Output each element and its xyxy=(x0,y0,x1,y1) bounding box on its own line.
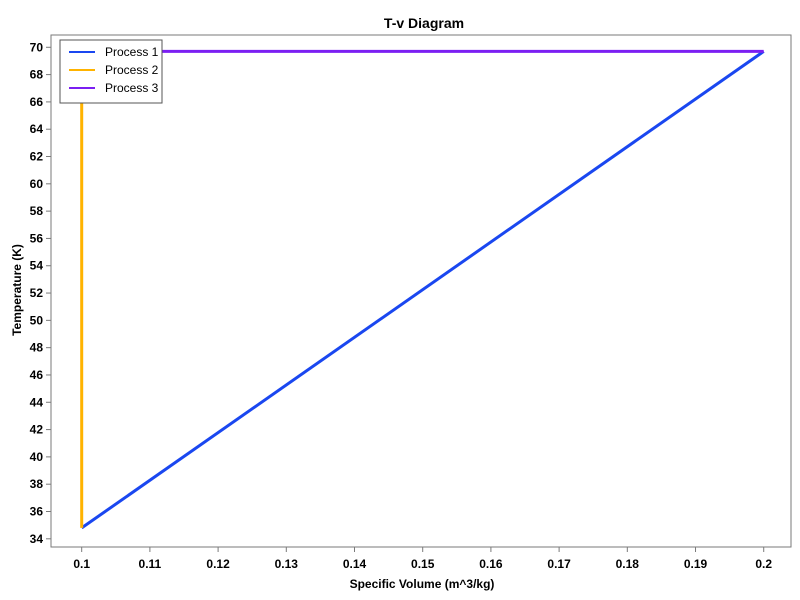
y-tick-label: 68 xyxy=(30,68,44,82)
x-tick-label: 0.17 xyxy=(547,557,571,571)
x-tick-label: 0.2 xyxy=(755,557,772,571)
x-tick-label: 0.14 xyxy=(343,557,367,571)
y-tick-label: 42 xyxy=(30,423,44,437)
y-tick-label: 66 xyxy=(30,95,44,109)
legend-box xyxy=(59,39,163,104)
y-tick-label: 38 xyxy=(30,477,44,491)
x-tick-label: 0.1 xyxy=(73,557,90,571)
y-tick-label: 62 xyxy=(30,150,44,164)
y-tick-label: 46 xyxy=(30,368,44,382)
y-tick-label: 48 xyxy=(30,341,44,355)
x-axis-ticks: 0.1 0.11 0.12 0.13 0.14 0.15 0.16 0.17 0.18 0.19 0… xyxy=(73,547,772,571)
legend-label: Process 2 xyxy=(105,63,159,77)
legend-label: Process 3 xyxy=(105,81,159,95)
y-tick-label: 60 xyxy=(30,177,44,191)
y-tick-label: 40 xyxy=(30,450,44,464)
y-tick-label: 58 xyxy=(30,204,44,218)
x-tick-label: 0.11 xyxy=(139,557,162,571)
x-tick-label: 0.18 xyxy=(616,557,640,571)
y-tick-label: 36 xyxy=(30,505,44,519)
chart-title: T-v Diagram xyxy=(384,15,464,31)
y-tick-label: 70 xyxy=(30,40,44,54)
y-tick-label: 54 xyxy=(30,259,44,273)
legend: Process 1 Process 2 Process 3 xyxy=(59,39,163,104)
y-tick-label: 50 xyxy=(30,313,44,327)
y-tick-label: 64 xyxy=(30,122,44,136)
legend-label: Process 1 xyxy=(105,45,159,59)
y-tick-label: 52 xyxy=(30,286,44,300)
x-tick-label: 0.16 xyxy=(479,557,503,571)
y-axis-ticks: 34 36 38 40 42 44 46 48 50 52 54 56 58 60 62 64 66 68 70 xyxy=(30,40,51,546)
series-layer xyxy=(80,49,765,530)
y-axis-label: Temperature (K) xyxy=(10,244,24,336)
x-tick-label: 0.13 xyxy=(275,557,299,571)
y-tick-label: 34 xyxy=(30,532,44,546)
x-tick-label: 0.12 xyxy=(206,557,230,571)
series-line-process-1 xyxy=(80,50,765,530)
y-tick-label: 56 xyxy=(30,231,44,245)
x-tick-label: 0.19 xyxy=(684,557,708,571)
x-tick-label: 0.15 xyxy=(411,557,435,571)
x-axis-label: Specific Volume (m^3/kg) xyxy=(350,577,495,591)
y-tick-label: 44 xyxy=(30,395,44,409)
